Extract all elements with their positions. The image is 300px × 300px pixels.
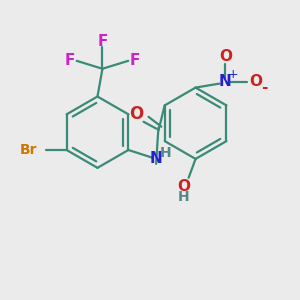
Text: H: H	[160, 146, 172, 160]
Text: O: O	[219, 50, 232, 64]
Text: N: N	[219, 74, 232, 89]
Text: F: F	[130, 53, 140, 68]
Text: H: H	[178, 190, 190, 204]
Text: O: O	[130, 105, 144, 123]
Text: Br: Br	[20, 143, 37, 157]
Text: F: F	[97, 34, 108, 49]
Text: N: N	[150, 152, 163, 166]
Text: +: +	[228, 68, 238, 81]
Text: -: -	[261, 80, 267, 95]
Text: O: O	[250, 74, 262, 89]
Text: F: F	[64, 53, 75, 68]
Text: O: O	[177, 179, 190, 194]
